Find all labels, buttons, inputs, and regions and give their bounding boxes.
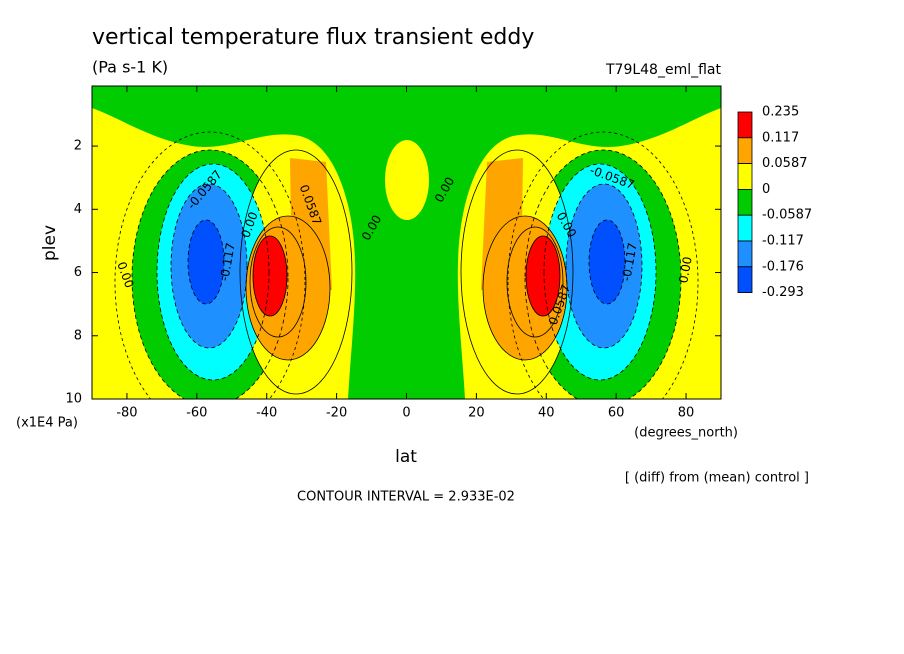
chart-title: vertical temperature flux transient eddy	[92, 25, 534, 50]
colorbar-box	[737, 240, 753, 268]
contour-line	[239, 149, 353, 395]
colorbar-label: 0.117	[762, 130, 799, 145]
contour-line	[507, 131, 699, 399]
colorbar-box	[737, 163, 753, 190]
x-tick-label: -20	[326, 406, 347, 421]
contour-line	[565, 183, 643, 349]
contour-region	[589, 220, 625, 304]
contour-interval: CONTOUR INTERVAL = 2.933E-02	[297, 490, 515, 505]
colorbar-label: -0.0587	[762, 208, 812, 223]
x-tick-label: 20	[468, 406, 485, 421]
colorbar-box	[737, 188, 753, 216]
colorbar-box	[737, 214, 753, 242]
x-tick-label: 60	[608, 406, 625, 421]
x-unit: (degrees_north)	[634, 426, 738, 441]
colorbar-box	[737, 137, 753, 165]
contour-line	[524, 149, 682, 399]
contour-line	[252, 235, 288, 317]
colorbar-label: 0.235	[762, 105, 799, 120]
contour-line	[506, 226, 564, 338]
y-tick-label: 2	[74, 139, 82, 154]
contour-line	[525, 235, 561, 317]
colorbar-label: -0.293	[762, 285, 804, 300]
contour-label: -0.117	[619, 242, 640, 283]
contour-line	[588, 219, 626, 305]
y-tick-label: 8	[74, 328, 82, 343]
colorbar-label: 0.0587	[762, 156, 808, 171]
contour-region	[92, 86, 407, 399]
contour-region	[290, 158, 332, 292]
contour-region	[253, 236, 287, 316]
contour-region	[481, 158, 523, 292]
contour-line	[114, 131, 306, 399]
contour-line	[249, 226, 307, 338]
colorbar-box	[737, 266, 753, 293]
contour-line	[187, 219, 225, 305]
colorbar-label: 0	[762, 182, 770, 197]
contour-line	[245, 215, 331, 361]
contour-label: -0.117	[217, 242, 238, 283]
contour-line	[543, 163, 657, 381]
contour-region	[406, 86, 721, 399]
comparison-note: [ (diff) from (mean) control ]	[625, 471, 809, 486]
contour-region	[385, 140, 429, 220]
contour-line	[156, 163, 270, 381]
contour-line	[482, 215, 568, 361]
colorbar-box	[737, 111, 753, 139]
colorbar-label: -0.176	[762, 259, 804, 274]
y-tick-label: 4	[74, 202, 82, 217]
x-tick-label: -40	[256, 406, 277, 421]
contour-region	[188, 220, 224, 304]
y-axis-label: plev	[40, 225, 60, 261]
contour-region	[526, 236, 560, 316]
contour-line	[460, 149, 574, 395]
x-tick-label: -80	[116, 406, 137, 421]
colorbar-label: -0.117	[762, 234, 804, 249]
contour-line	[170, 183, 248, 349]
y-unit: (x1E4 Pa)	[16, 416, 78, 431]
x-tick-label: -60	[186, 406, 207, 421]
x-tick-label: 0	[402, 406, 410, 421]
contour-line	[131, 149, 289, 399]
run-label: T79L48_eml_flat	[605, 62, 722, 78]
x-tick-label: 40	[538, 406, 555, 421]
y-tick-label: 6	[74, 265, 82, 280]
y-tick-label: 10	[65, 392, 82, 407]
chart-subtitle: (Pa s-1 K)	[92, 58, 168, 77]
x-tick-label: 80	[678, 406, 695, 421]
contour-label: 0.00	[676, 256, 694, 285]
x-axis-label: lat	[395, 447, 417, 467]
